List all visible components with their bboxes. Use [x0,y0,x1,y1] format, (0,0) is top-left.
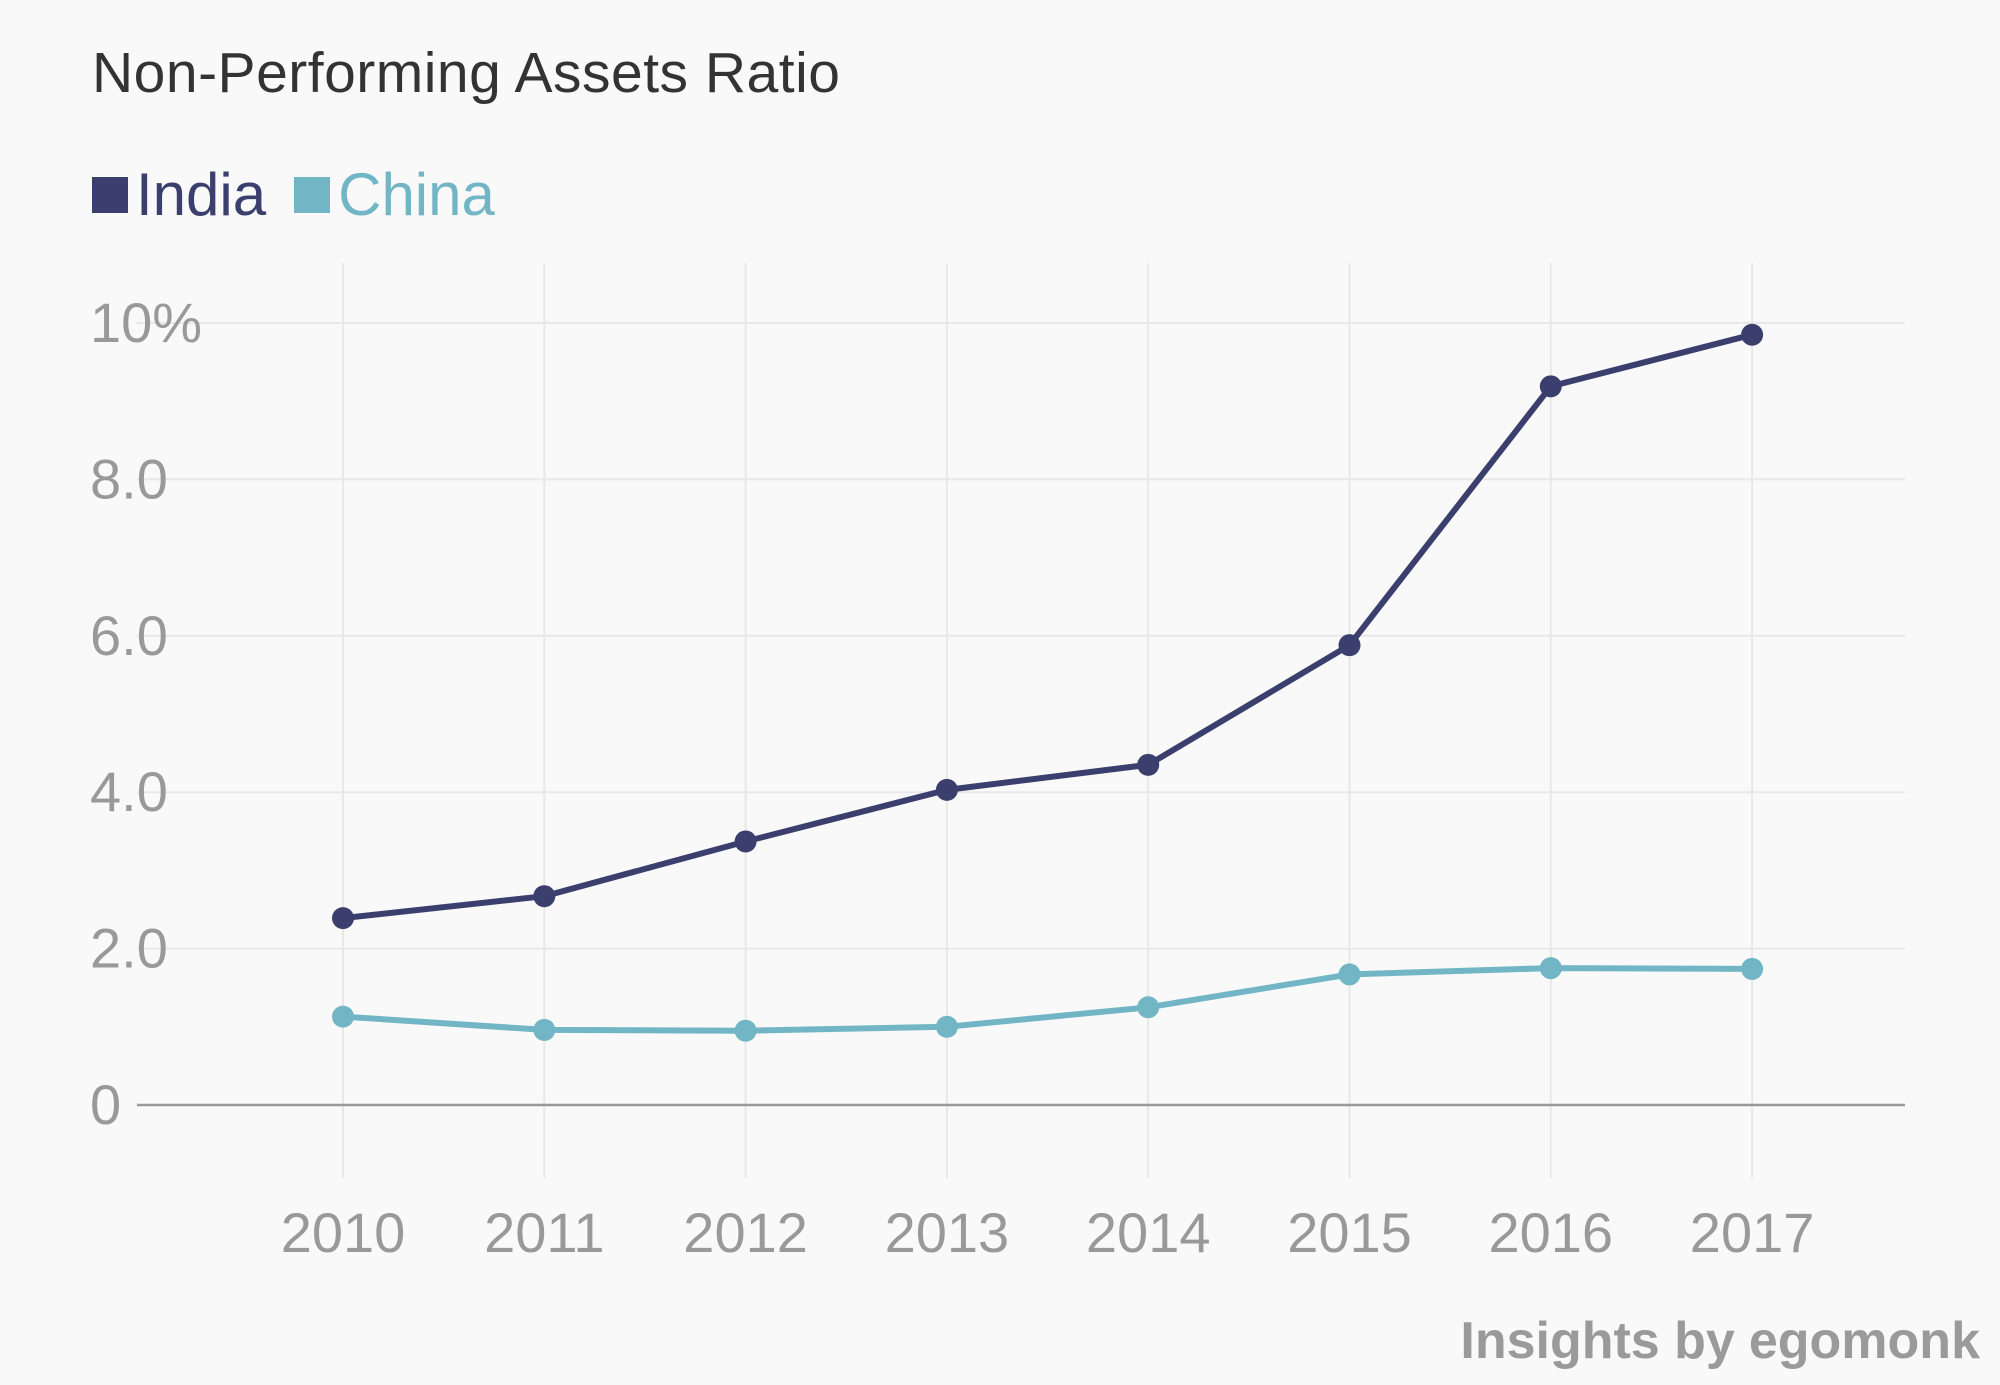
x-tick-label-2010: 2010 [281,1201,406,1264]
series-line-india [340,331,1756,922]
horizontal-gridlines [137,322,1905,1107]
x-axis-labels: 2010 2011 2012 2013 2014 2015 2016 2017 [281,1201,1815,1264]
data-point-india-2015 [1338,634,1361,657]
chart-title: Non-Performing Assets Ratio [92,41,841,105]
footer-credit: Insights by egomonk [1460,1311,1980,1371]
data-point-india-2017 [1741,323,1764,346]
data-point-china-2011 [533,1018,556,1041]
x-tick-label-2013: 2013 [885,1201,1010,1264]
x-tick-label-2014: 2014 [1086,1201,1211,1264]
series-line-china [340,965,1756,1034]
data-point-india-2010 [332,907,354,930]
data-point-china-2015 [1338,963,1361,986]
data-point-china-2016 [1539,957,1562,980]
legend-item-china: China [294,160,495,229]
data-point-india-2016 [1539,375,1562,398]
data-point-china-2010 [332,1005,354,1028]
x-tick-label-2017: 2017 [1690,1201,1815,1264]
x-tick-label-2012: 2012 [683,1201,808,1264]
footer-lead: Insights by [1460,1312,1735,1370]
legend-label-india: India [136,161,267,228]
legend-item-india: India [92,160,266,229]
data-point-china-2013 [935,1015,958,1038]
data-point-india-2012 [734,830,757,853]
data-point-china-2017 [1741,957,1764,980]
vertical-gridlines [342,263,1754,1178]
x-tick-label-2015: 2015 [1287,1201,1412,1264]
y-tick-label-4: 4.0 [90,760,168,823]
y-tick-label-2: 2.0 [90,917,168,980]
legend-swatch-india [92,176,128,213]
footer-brand: egomonk [1748,1312,1980,1370]
legend-swatch-china [294,176,331,213]
y-tick-label-10: 10% [90,291,202,354]
y-tick-label-8: 8.0 [90,447,168,510]
series-lines [340,331,1756,1034]
chart-legend: India China [92,160,523,229]
x-tick-label-2011: 2011 [484,1201,604,1264]
series-points [332,323,1764,1042]
data-point-china-2014 [1137,996,1160,1019]
line-chart: 10%8.06.04.02.00 2010 2011 2012 2013 2014 201… [90,263,1905,1264]
x-tick-label-2016: 2016 [1489,1201,1614,1264]
y-tick-label-0: 0 [90,1073,121,1136]
data-point-india-2013 [935,778,958,801]
y-tick-label-6: 6.0 [90,604,168,667]
data-point-china-2012 [734,1019,757,1042]
data-point-india-2011 [533,885,556,908]
y-axis-labels: 10% 8.0 6.0 4.0 2.0 0 [90,291,202,1136]
data-point-india-2014 [1137,753,1160,776]
legend-label-china: China [338,161,495,228]
